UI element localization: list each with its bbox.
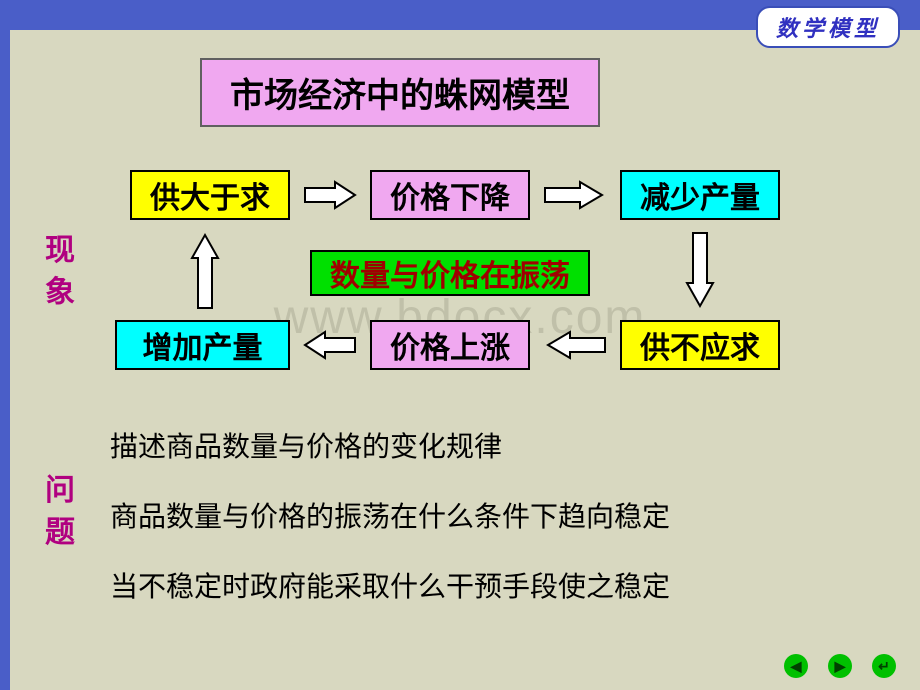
arrow-left-icon bbox=[300, 330, 360, 360]
label-phenomenon: 现象 bbox=[40, 230, 80, 314]
node-reduce-output: 减少产量 bbox=[620, 170, 780, 220]
node-price-rise: 价格上涨 bbox=[370, 320, 530, 370]
node-supply-exceeds-demand: 供大于求 bbox=[130, 170, 290, 220]
arrow-right-icon bbox=[540, 180, 610, 210]
node-increase-output: 增加产量 bbox=[115, 320, 290, 370]
label-question: 问题 bbox=[40, 470, 80, 554]
node-price-drop: 价格下降 bbox=[370, 170, 530, 220]
question-line-2: 商品数量与价格的振荡在什么条件下趋向稳定 bbox=[110, 495, 670, 535]
nav-next-button[interactable]: ▶ bbox=[828, 654, 852, 678]
header-badge: 数学模型 bbox=[756, 6, 900, 48]
nav-prev-button[interactable]: ◀ bbox=[784, 654, 808, 678]
left-frame-bar bbox=[0, 30, 10, 690]
arrow-right-icon bbox=[300, 180, 360, 210]
node-center-oscillation: 数量与价格在振荡 bbox=[310, 250, 590, 296]
arrow-left-icon bbox=[540, 330, 610, 360]
arrow-down-icon bbox=[685, 228, 715, 313]
slide-title: 市场经济中的蛛网模型 bbox=[200, 58, 600, 127]
arrow-up-icon bbox=[190, 228, 220, 313]
node-demand-exceeds-supply: 供不应求 bbox=[620, 320, 780, 370]
nav-controls: ◀ ▶ ↵ bbox=[784, 654, 896, 678]
question-line-1: 描述商品数量与价格的变化规律 bbox=[110, 425, 502, 465]
nav-return-button[interactable]: ↵ bbox=[872, 654, 896, 678]
question-line-3: 当不稳定时政府能采取什么干预手段使之稳定 bbox=[110, 565, 670, 605]
